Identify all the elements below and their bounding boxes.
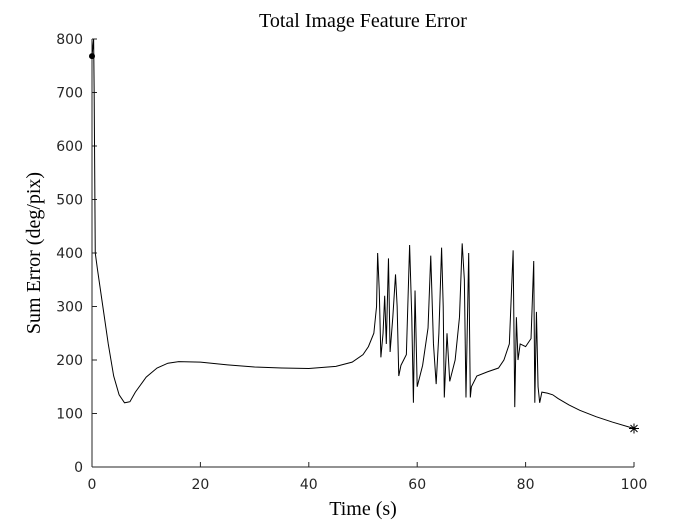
y-tick-label: 600 [56,139,83,155]
y-tick-label: 500 [56,193,83,209]
y-tick-label: 100 [56,407,83,423]
line [91,38,635,429]
end-marker [629,423,639,434]
chart-title: Total Image Feature Error [259,10,467,32]
y-tick-label: 200 [56,353,83,369]
start-marker [89,53,95,60]
x-tick-label: 80 [517,477,535,493]
y-tick-label: 400 [56,246,83,262]
y-tick-label: 0 [74,460,83,476]
x-tick-label: 40 [300,477,318,493]
y-axis-label: Sum Error (deg/pix) [23,172,45,334]
x-tick-label: 20 [191,477,209,493]
x-axis-label: Time (s) [329,498,397,520]
y-tick-label: 300 [56,300,83,316]
y-tick-label: 800 [56,32,83,48]
x-tick-label: 0 [88,477,97,493]
y-tick-label: 700 [56,86,83,102]
x-tick-label: 100 [621,477,648,493]
x-tick-label: 60 [408,477,426,493]
